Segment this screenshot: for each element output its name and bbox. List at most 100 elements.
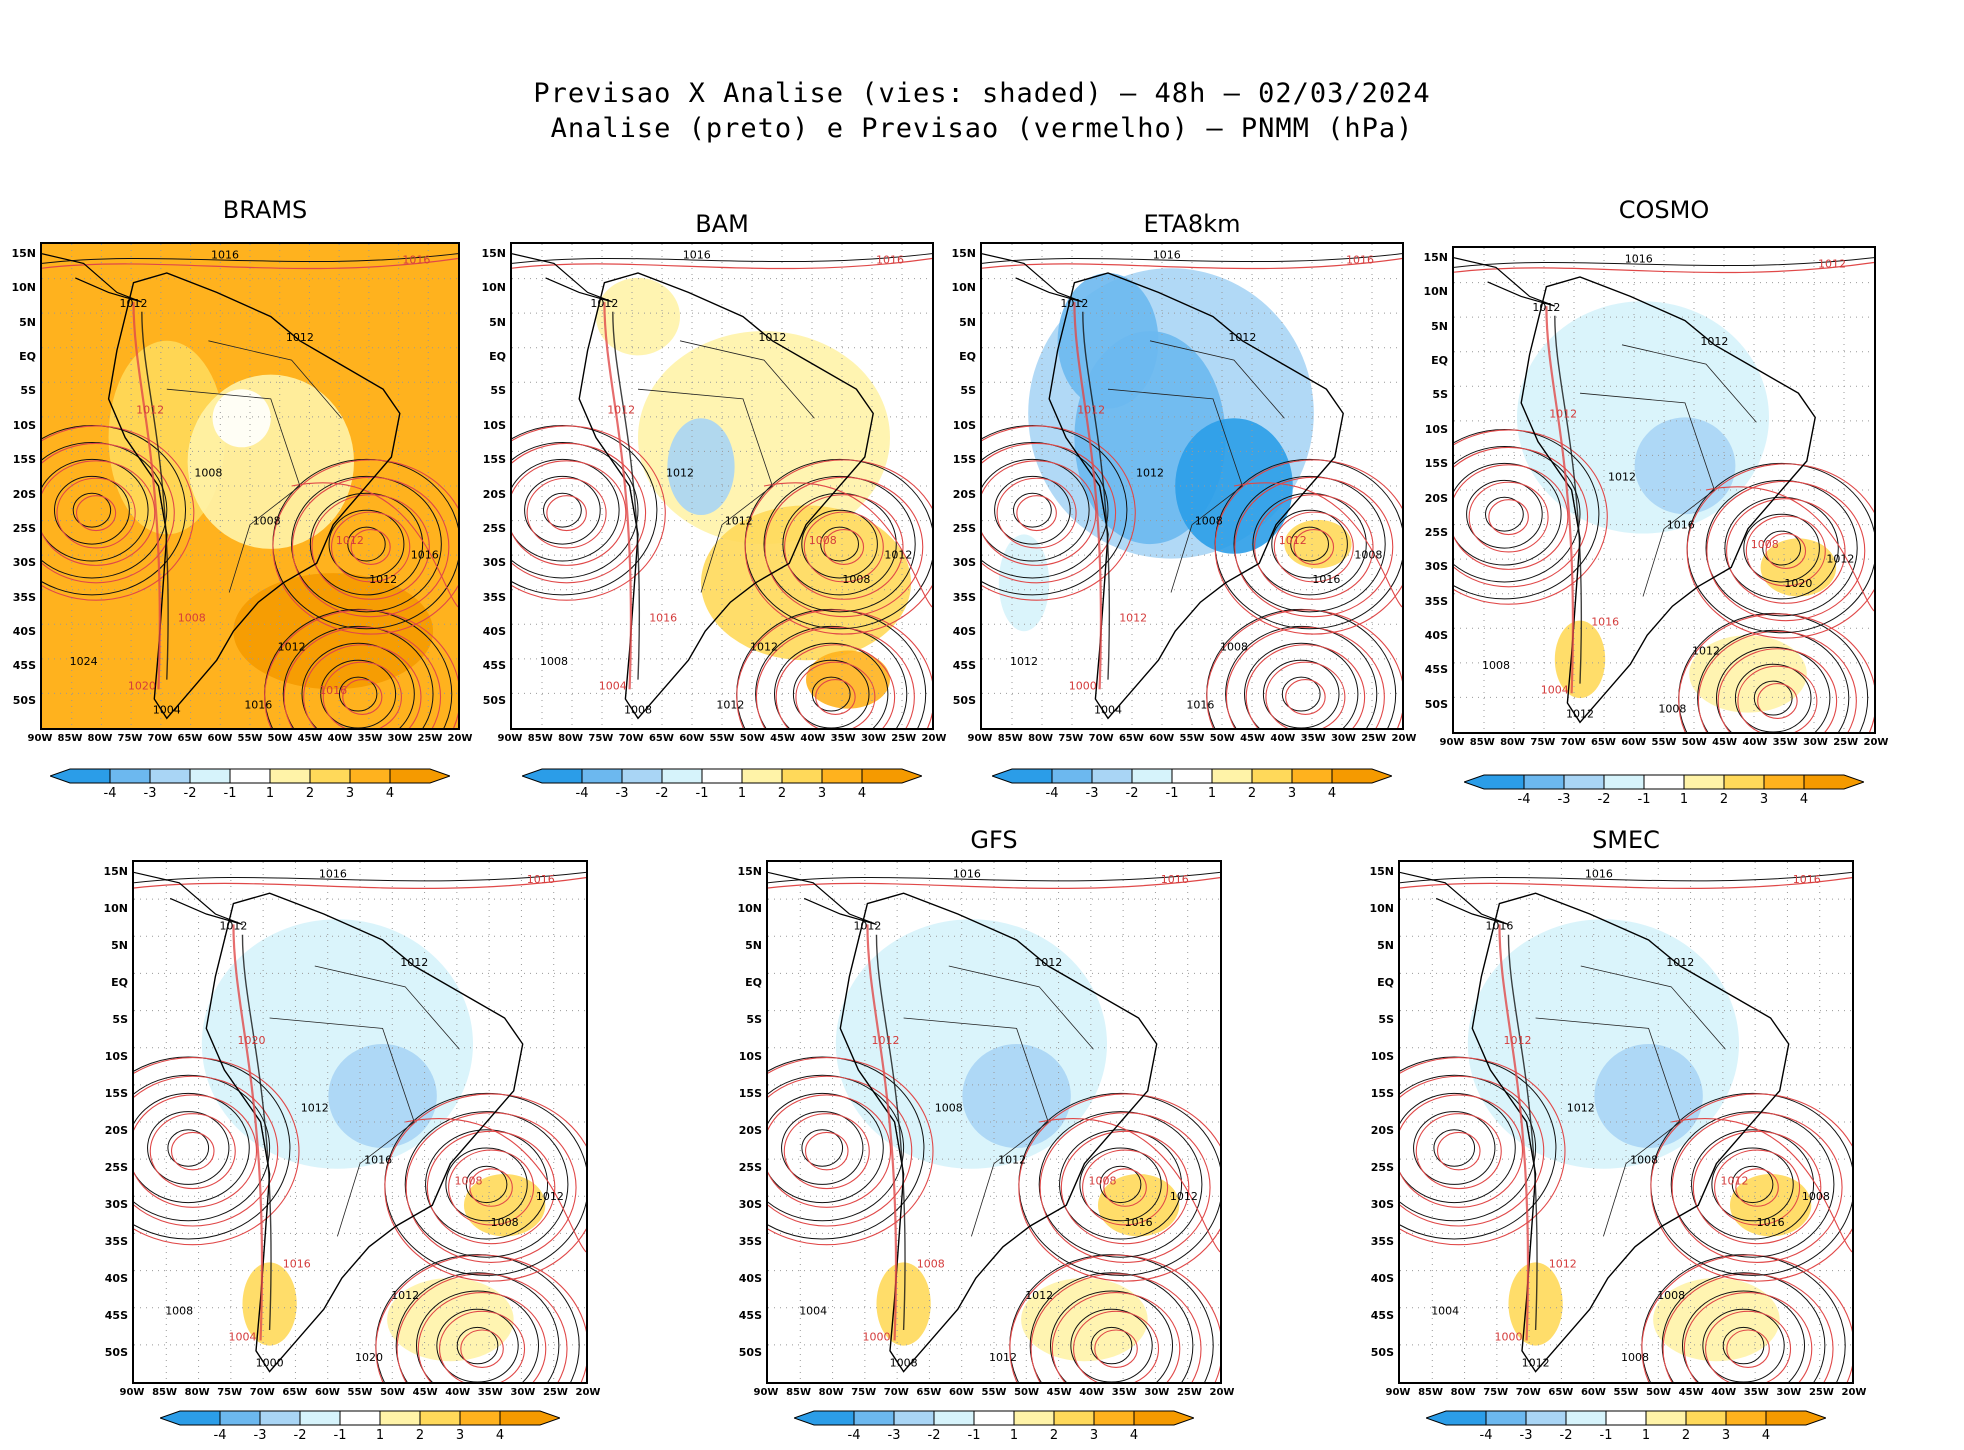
isobar-label: 1012 xyxy=(989,1351,1017,1364)
longitude-label: 20W xyxy=(921,733,947,744)
isobar-label: 1008 xyxy=(1621,1351,1649,1364)
isobar-label: 1008 xyxy=(491,1216,519,1229)
longitude-label: 50W xyxy=(1681,737,1707,748)
coastline-south-america xyxy=(578,272,874,720)
bias-shading-area xyxy=(962,1044,1071,1148)
colorbar-swatch xyxy=(1051,768,1093,784)
longitude-label: 60W xyxy=(679,733,705,744)
isobar-label: 1016 xyxy=(1346,253,1374,266)
latitude-label: 30S xyxy=(12,556,36,570)
isobar-label: 1008 xyxy=(842,573,870,586)
latitude-label: 15N xyxy=(11,247,36,260)
colorbar-label: -1 xyxy=(223,786,237,801)
latitude-label: EQ xyxy=(111,976,128,990)
colorbar-swatch xyxy=(1645,1410,1687,1426)
longitude-label: 70W xyxy=(147,733,173,744)
longitude-label: 45W xyxy=(297,733,323,744)
latitude-label: 50S xyxy=(12,693,36,707)
colorbar-swatch xyxy=(419,1410,461,1426)
isobar-label: 1004 xyxy=(599,679,627,692)
latitude-label: 15S xyxy=(482,453,506,467)
colorbar-label: 4 xyxy=(1799,792,1809,807)
colorbar: -4 -3 -2 -1 1 2 3 4 xyxy=(50,768,450,808)
longitude-label: 75W xyxy=(1530,737,1556,748)
longitude-label: 40W xyxy=(327,733,353,744)
forecast-map-gfs: 1016 1016 1012 1012 1012 1008 1012 1008 1012 1016… xyxy=(766,860,1222,1384)
colorbar-label: -1 xyxy=(695,786,709,801)
isobar-label: 1012 xyxy=(1720,1174,1748,1187)
longitude-label: 20W xyxy=(1841,1387,1867,1398)
isobar-label: 1008 xyxy=(165,1304,193,1317)
isobar-label: 1012 xyxy=(1010,655,1038,668)
longitude-label: 20W xyxy=(575,1387,601,1398)
longitude-label: 30W xyxy=(1802,737,1828,748)
longitude-label: 60W xyxy=(1580,1387,1606,1398)
isobar-label: 1000 xyxy=(1069,679,1097,692)
longitude-label: 25W xyxy=(1361,733,1387,744)
isobar-label: 1008 xyxy=(253,515,281,528)
longitude-label: 45W xyxy=(1240,733,1266,744)
colorbar-swatch xyxy=(389,768,450,784)
colorbar-swatch xyxy=(299,1410,341,1426)
colorbar-swatch xyxy=(229,768,271,784)
colorbar-swatch xyxy=(149,768,191,784)
longitude-label: 45W xyxy=(1712,737,1738,748)
colorbar-swatch xyxy=(581,768,623,784)
latitude-label: 30S xyxy=(738,1198,762,1212)
longitude-label: 50W xyxy=(1014,1387,1040,1398)
latitude-label: 30S xyxy=(952,556,976,570)
longitude-label: 25W xyxy=(1808,1387,1834,1398)
bias-shading-area xyxy=(1057,273,1159,409)
longitude-label: 85W xyxy=(57,733,83,744)
isobar-label: 1016 xyxy=(244,699,272,712)
latitude-label: 15S xyxy=(738,1087,762,1101)
longitude-label: 45W xyxy=(412,1387,438,1398)
colorbar-label: -3 xyxy=(1085,786,1099,801)
latitude-label: 40S xyxy=(482,625,506,639)
longitude-label: 75W xyxy=(851,1387,877,1398)
longitude-label: 80W xyxy=(1500,737,1526,748)
latitude-label: 50S xyxy=(1424,697,1448,711)
forecast-map-eta8km: 1016 1016 1012 1012 1012 1012 1008 1012 1008 1016… xyxy=(980,242,1404,730)
isobar-label: 1012 xyxy=(286,331,314,344)
colorbar-label: -2 xyxy=(183,786,197,801)
colorbar-swatch xyxy=(992,768,1053,784)
isobar-label: 1016 xyxy=(1186,699,1214,712)
isobar-label: 1008 xyxy=(1088,1174,1116,1187)
colorbar-label: -2 xyxy=(655,786,669,801)
isobar-label: 1008 xyxy=(194,466,222,479)
isobar-label: 1008 xyxy=(454,1174,482,1187)
longitude-label: 85W xyxy=(527,733,553,744)
colorbar-label: 3 xyxy=(345,786,355,801)
latitude-label: 15N xyxy=(481,247,506,260)
longitude-label: 30W xyxy=(1776,1387,1802,1398)
latitude-label: 25S xyxy=(12,521,36,535)
colorbar-swatch xyxy=(109,768,151,784)
colorbar-swatch xyxy=(1093,1410,1135,1426)
isobar-label: 1012 xyxy=(1549,407,1577,420)
isobar-label: 1012 xyxy=(884,549,912,562)
latitude-label: 10N xyxy=(481,281,506,295)
colorbar-swatch xyxy=(893,1410,935,1426)
latitude-label: EQ xyxy=(1431,354,1448,368)
latitude-label: 40S xyxy=(104,1272,128,1286)
longitude-label: 85W xyxy=(1418,1387,1444,1398)
latitude-label: 50S xyxy=(952,693,976,707)
isobar-label: 1000 xyxy=(862,1330,890,1343)
latitude-label: EQ xyxy=(19,350,36,364)
latitude-label: 10S xyxy=(1370,1050,1394,1064)
colorbar-swatch xyxy=(781,768,823,784)
isobar-label: 1008 xyxy=(1195,515,1223,528)
colorbar-swatch xyxy=(1803,774,1864,790)
isobar-label: 1020 xyxy=(1784,577,1812,590)
colorbar-swatch xyxy=(499,1410,560,1426)
longitude-label: 45W xyxy=(1046,1387,1072,1398)
isobar-label: 1000 xyxy=(1494,1330,1522,1343)
latitude-label: 40S xyxy=(1424,629,1448,643)
colorbar-swatch xyxy=(621,768,663,784)
isobar-label: 1012 xyxy=(607,403,635,416)
colorbar: -4 -3 -2 -1 1 2 3 4 xyxy=(992,768,1392,808)
colorbar-label: 2 xyxy=(305,786,315,801)
latitude-label: 10S xyxy=(482,418,506,432)
colorbar-swatch xyxy=(1131,768,1173,784)
